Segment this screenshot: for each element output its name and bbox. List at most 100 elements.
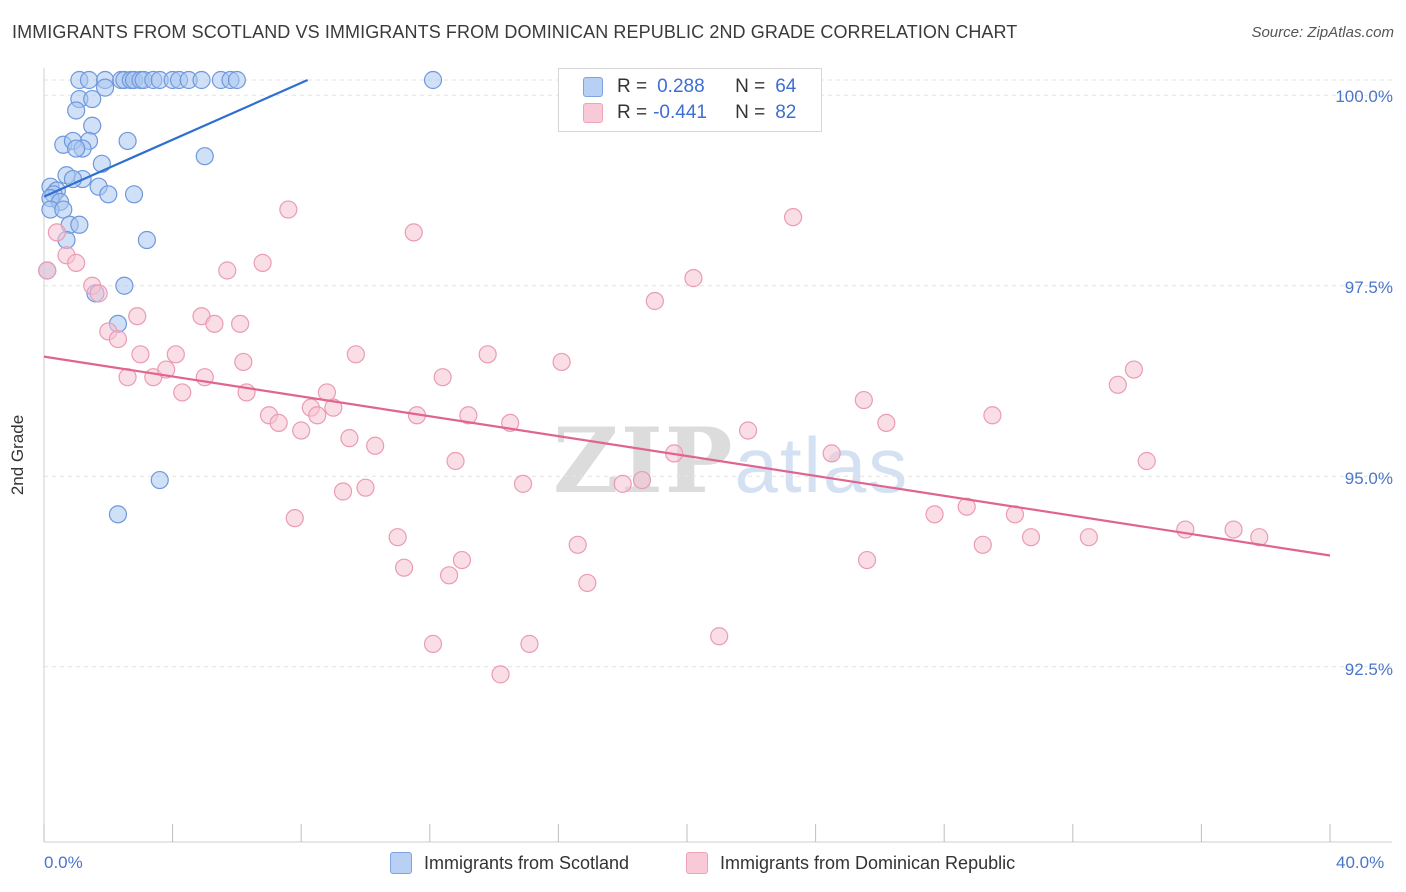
bottom-legend-scotland: Immigrants from Scotland [390, 852, 629, 874]
scotland-point [83, 116, 102, 135]
y-axis-label: 2nd Grade [8, 414, 27, 496]
dominican-point [983, 406, 1002, 425]
dominican-point [491, 665, 510, 684]
dominican-point [404, 223, 423, 242]
dominican-point [234, 352, 253, 372]
legend-r-label: R = [617, 76, 648, 97]
y-tick-label: 92.5% [1344, 660, 1393, 679]
scotland-point [79, 70, 99, 90]
dominican-point [520, 634, 539, 653]
scotland-point [95, 78, 115, 97]
bottom-legend-dominican: Immigrants from Dominican Republic [686, 852, 1015, 874]
dominican-point [47, 223, 66, 242]
dominican-point [346, 345, 365, 364]
dominican-point [645, 291, 664, 311]
dominican-point [439, 566, 459, 585]
legend-n-label: N = [735, 76, 766, 97]
dominican-point [738, 421, 758, 440]
bottom-legend-swatch-scotland [390, 852, 412, 874]
dominican-point [1021, 528, 1041, 547]
dominican-point [394, 558, 414, 577]
dominican-point [356, 478, 375, 497]
dominican-point [366, 436, 385, 455]
legend-n-value: 82 [775, 102, 797, 123]
dominican-point [218, 261, 237, 280]
chart-title: IMMIGRANTS FROM SCOTLAND VS IMMIGRANTS F… [12, 22, 1018, 42]
legend-swatch-dominican [583, 103, 603, 123]
stats-legend: R = 0.288 N = 64 R = -0.441 N = 82 [558, 68, 822, 132]
series-dominican [38, 200, 1269, 684]
dominican-point [1250, 528, 1269, 547]
dominican-point [279, 200, 298, 219]
dominican-point [632, 470, 652, 490]
scotland-point [137, 230, 156, 250]
scotland-point [92, 154, 111, 173]
dominican-point [67, 253, 86, 272]
dominican-point [108, 329, 128, 349]
scotland-point [124, 185, 144, 204]
scotland-point [63, 169, 83, 189]
scotland-point [83, 89, 102, 109]
dominican-point [513, 474, 533, 493]
dominican-point [973, 535, 992, 554]
dominican-point [324, 398, 343, 417]
dominican-point [568, 535, 587, 554]
dominican-point [1224, 520, 1243, 539]
scotland-point [67, 139, 86, 158]
dominican-point [308, 406, 327, 425]
dominican-point [231, 314, 250, 333]
dominican-point [285, 509, 304, 528]
dominican-point [333, 482, 353, 501]
y-tick-label: 100.0% [1335, 87, 1393, 106]
dominican-point [166, 345, 185, 364]
bottom-legend-label: Immigrants from Dominican Republic [720, 852, 1016, 873]
dominican-point [857, 550, 877, 570]
dominican-point [131, 345, 150, 364]
watermark-zip: ZIP [553, 408, 735, 514]
dominican-point [446, 451, 465, 471]
dominican-point [854, 390, 873, 410]
dominican-point [205, 314, 224, 333]
y-tick-label: 97.5% [1344, 278, 1393, 297]
dominican-point [613, 474, 632, 493]
dominican-point [684, 269, 703, 288]
scotland-point [195, 147, 214, 166]
scotland-point [192, 70, 211, 90]
dominican-point [459, 406, 478, 425]
axes [43, 68, 1392, 843]
dominican-trend-line [43, 355, 1331, 557]
legend-n-label: N = [735, 102, 766, 123]
legend-r-value: -0.441 [653, 102, 707, 123]
scotland-point [108, 505, 128, 524]
dominican-point [1079, 528, 1098, 547]
dominican-point [38, 261, 57, 280]
dominican-point [552, 352, 571, 372]
legend-swatch-scotland [583, 77, 603, 97]
series-scotland [38, 70, 443, 524]
scotland-point [54, 200, 73, 219]
dominican-point [292, 421, 311, 440]
dominican-point [340, 429, 359, 448]
legend-r-value: 0.288 [657, 76, 705, 97]
x-tick-label-min: 0.0% [44, 853, 83, 872]
legend-row-scotland: R = 0.288 N = 64 [583, 75, 796, 99]
dominican-point [269, 413, 288, 432]
y-tick-label: 95.0% [1344, 469, 1393, 488]
dominican-point [452, 550, 472, 570]
dominican-point [173, 383, 192, 402]
scotland-point [115, 276, 134, 295]
dominican-point [1108, 375, 1127, 394]
trend-lines [43, 78, 1331, 557]
dominican-point [433, 368, 452, 387]
dominican-point [877, 413, 896, 432]
scotland-point [99, 185, 118, 204]
dominican-point [578, 573, 597, 593]
dominican-point [925, 505, 944, 524]
legend-n-value: 64 [775, 76, 797, 97]
source-label: Source: ZipAtlas.com [1251, 24, 1394, 41]
grid-lines [44, 79, 1392, 668]
scotland-trend-line [43, 78, 309, 198]
scotland-point [150, 470, 169, 490]
scotland-point [227, 70, 246, 90]
